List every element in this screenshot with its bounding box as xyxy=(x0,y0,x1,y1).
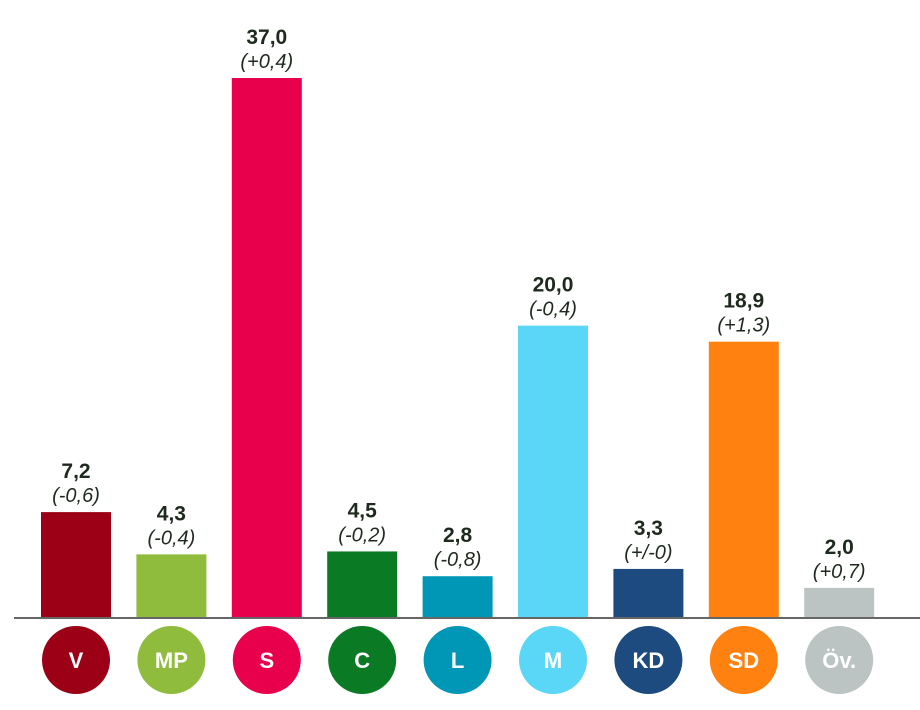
bar-2 xyxy=(231,78,302,617)
bar-8 xyxy=(804,587,875,617)
change-label-0: (-0,6) xyxy=(52,485,100,507)
party-label-8: Öv. xyxy=(822,648,856,673)
value-label-8: 2,0 xyxy=(825,536,854,559)
party-label-2: S xyxy=(259,648,274,673)
party-label-1: MP xyxy=(155,648,188,673)
party-badge-8 xyxy=(805,626,874,694)
bar-3 xyxy=(327,551,398,617)
value-label-5: 20,0 xyxy=(533,274,574,297)
value-label-0: 7,2 xyxy=(61,460,90,483)
party-badge-2 xyxy=(232,626,301,694)
value-label-6: 3,3 xyxy=(634,517,663,540)
party-label-4: L xyxy=(451,648,464,673)
bar-4 xyxy=(422,576,493,617)
bar-1 xyxy=(136,554,207,617)
party-badge-4 xyxy=(423,626,492,694)
party-label-0: V xyxy=(69,648,84,673)
party-label-6: KD xyxy=(633,648,665,673)
party-badge-5 xyxy=(519,626,587,694)
party-label-7: SD xyxy=(729,648,760,673)
party-badge-7 xyxy=(709,626,778,694)
value-label-3: 4,5 xyxy=(348,499,378,522)
party-badge-1 xyxy=(137,626,206,694)
change-label-3: (-0,2) xyxy=(338,524,386,546)
bar-6 xyxy=(613,568,684,617)
party-badge-6 xyxy=(614,626,683,694)
value-label-1: 4,3 xyxy=(157,502,186,525)
change-label-7: (+1,3) xyxy=(717,315,770,337)
change-label-1: (-0,4) xyxy=(148,527,196,549)
change-label-2: (+0,4) xyxy=(240,51,293,73)
bar-7 xyxy=(708,341,779,617)
change-label-8: (+0,7) xyxy=(813,561,866,583)
bar-0 xyxy=(41,512,111,617)
value-label-2: 37,0 xyxy=(246,26,287,49)
party-badge-0 xyxy=(42,626,110,694)
value-label-7: 18,9 xyxy=(723,290,764,313)
party-label-3: C xyxy=(354,648,370,673)
change-label-6: (+/-0) xyxy=(624,542,672,564)
bar-5 xyxy=(518,325,588,617)
change-label-4: (-0,8) xyxy=(434,549,482,571)
party-label-5: M xyxy=(544,648,562,673)
party-badge-3 xyxy=(328,626,397,694)
value-label-4: 2,8 xyxy=(443,524,473,547)
change-label-5: (-0,4) xyxy=(529,299,577,321)
